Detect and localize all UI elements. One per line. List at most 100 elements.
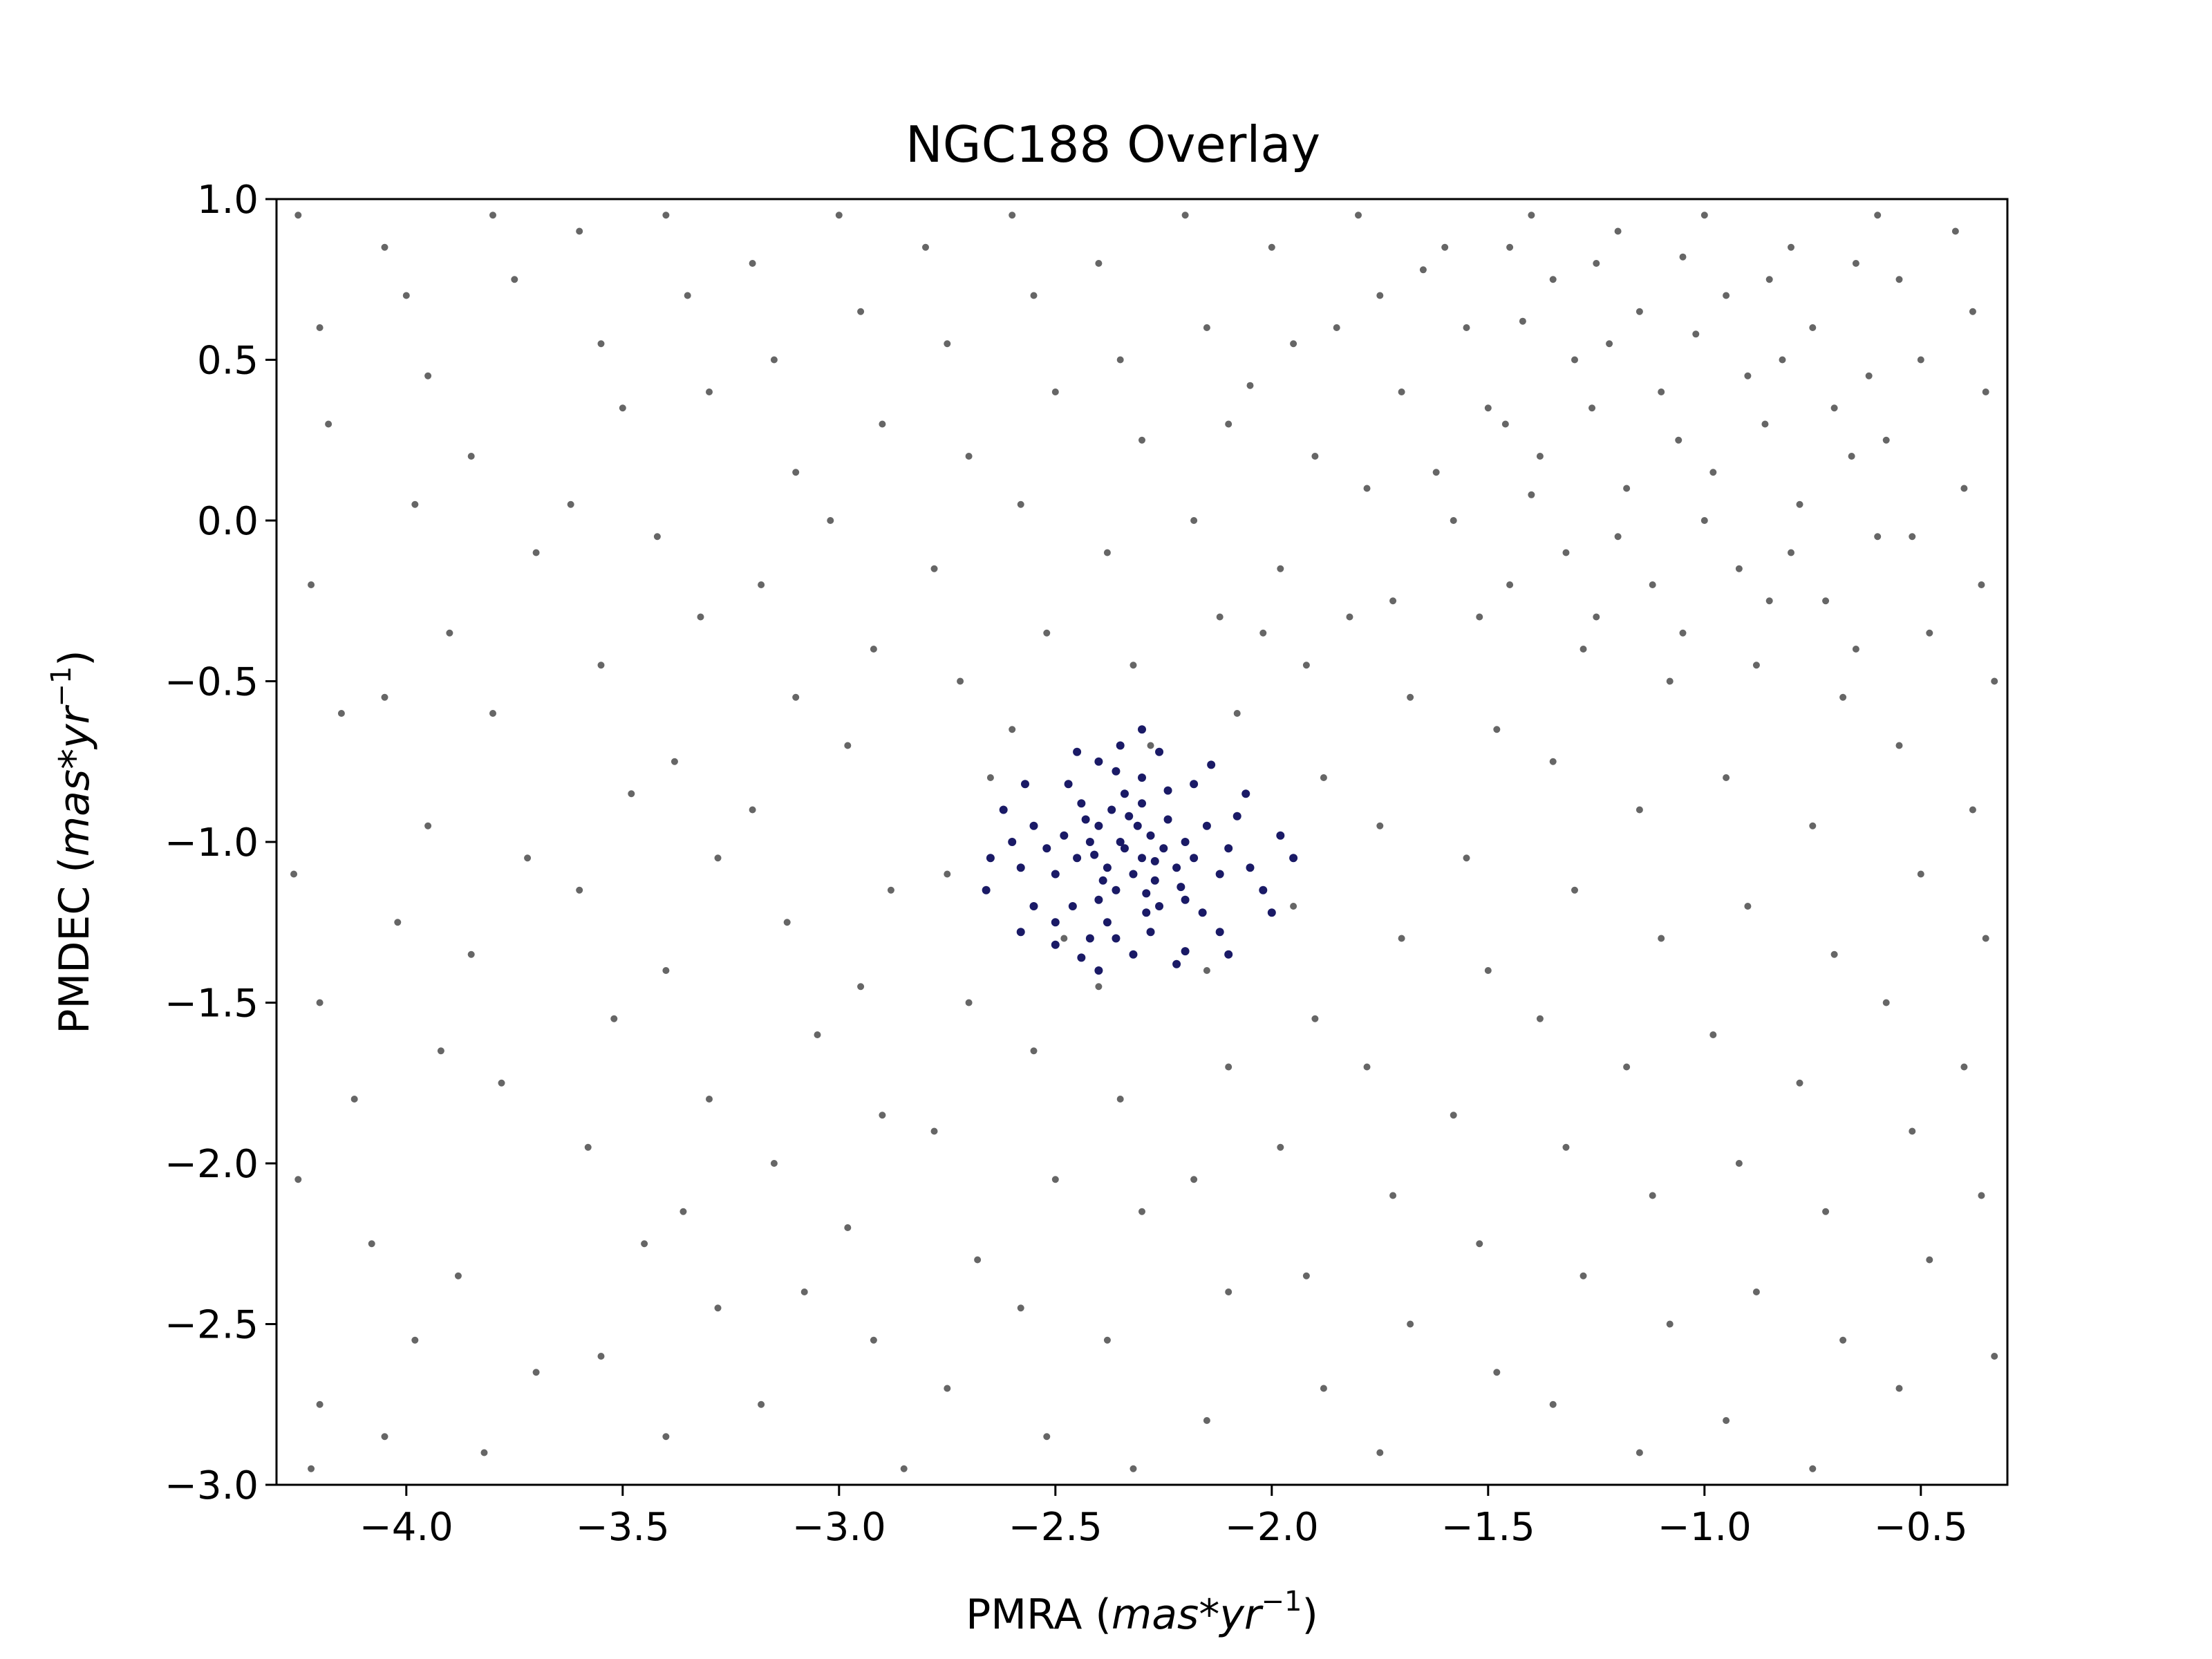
- field-star-point: [1635, 806, 1643, 814]
- cluster-member-points: [982, 725, 1298, 975]
- field-star-point: [576, 886, 583, 894]
- field-star-point: [714, 1304, 722, 1312]
- cluster-member-point: [1077, 799, 1086, 808]
- cluster-member-point: [1051, 870, 1060, 879]
- field-star-point: [1700, 517, 1708, 524]
- field-star-point: [930, 1127, 938, 1135]
- field-star-point: [1030, 1047, 1038, 1055]
- field-star-point: [1658, 388, 1665, 395]
- field-star-points: [290, 212, 1998, 1472]
- field-star-point: [870, 1336, 877, 1344]
- field-star-point: [1484, 404, 1492, 412]
- field-star-point: [1895, 742, 1903, 749]
- field-star-point: [1874, 212, 1882, 219]
- cluster-member-point: [1060, 831, 1069, 840]
- cluster-member-point: [1112, 885, 1121, 894]
- field-star-point: [1779, 356, 1786, 364]
- cluster-member-point: [1094, 966, 1103, 975]
- cluster-member-point: [1202, 821, 1211, 830]
- field-star-point: [1528, 212, 1535, 219]
- field-star-point: [1493, 726, 1501, 733]
- y-tick-label: 0.0: [197, 499, 259, 544]
- field-star-point: [965, 999, 973, 1006]
- field-star-point: [1225, 1288, 1232, 1295]
- field-star-point: [1571, 356, 1578, 364]
- field-star-point: [986, 774, 994, 781]
- field-star-point: [1744, 903, 1752, 910]
- field-star-point: [857, 308, 865, 315]
- field-star-point: [697, 613, 704, 621]
- field-star-point: [1103, 1336, 1111, 1344]
- cluster-member-point: [1232, 812, 1241, 821]
- field-star-point: [1506, 581, 1514, 588]
- field-star-point: [1311, 1015, 1319, 1022]
- field-star-point: [1809, 324, 1817, 331]
- field-star-point: [1103, 549, 1111, 556]
- cluster-member-point: [1181, 838, 1190, 846]
- field-star-point: [1679, 629, 1687, 637]
- field-star-point: [1606, 340, 1613, 348]
- field-star-point: [714, 854, 722, 862]
- cluster-member-point: [1163, 815, 1172, 824]
- field-star-point: [1991, 1353, 1998, 1360]
- field-star-point: [1190, 517, 1198, 524]
- field-star-point: [368, 1240, 375, 1248]
- cluster-member-point: [1112, 767, 1121, 776]
- y-tick-label: −0.5: [165, 660, 259, 705]
- cluster-member-point: [1068, 902, 1077, 910]
- cluster-member-point: [1159, 844, 1168, 853]
- field-star-point: [1376, 292, 1384, 299]
- field-star-point: [325, 420, 332, 428]
- field-star-point: [1692, 330, 1700, 338]
- field-star-point: [900, 1465, 908, 1472]
- cluster-member-point: [1107, 805, 1116, 814]
- field-star-point: [1476, 613, 1483, 621]
- field-star-point: [1095, 983, 1103, 991]
- field-star-point: [1839, 693, 1847, 701]
- field-star-point: [290, 870, 298, 878]
- field-star-point: [1389, 1192, 1397, 1199]
- field-star-point: [1043, 629, 1051, 637]
- y-tick-label: −1.0: [165, 821, 259, 865]
- field-star-point: [381, 693, 388, 701]
- cluster-member-point: [1103, 918, 1112, 927]
- field-star-point: [1407, 693, 1414, 701]
- field-star-point: [1830, 404, 1838, 412]
- field-star-point: [1978, 581, 1985, 588]
- cluster-member-point: [1094, 821, 1103, 830]
- field-star-point: [567, 500, 574, 508]
- cluster-member-point: [1020, 780, 1029, 789]
- field-star-point: [1809, 822, 1817, 830]
- field-star-point: [1441, 243, 1449, 251]
- field-star-point: [706, 1096, 713, 1103]
- field-star-point: [1450, 1112, 1457, 1119]
- field-star-point: [446, 629, 453, 637]
- field-star-point: [1333, 324, 1340, 331]
- cluster-member-point: [1120, 844, 1129, 853]
- field-star-point: [1788, 549, 1794, 556]
- field-star-point: [1723, 292, 1730, 299]
- cluster-member-point: [1177, 883, 1185, 892]
- field-star-point: [879, 1112, 886, 1119]
- field-star-point: [1588, 404, 1596, 412]
- field-star-point: [1744, 372, 1752, 379]
- field-star-point: [1203, 1417, 1210, 1424]
- field-star-point: [679, 1208, 687, 1215]
- field-star-point: [944, 870, 951, 878]
- y-tick-label: 1.0: [197, 178, 259, 223]
- field-star-point: [1735, 1160, 1743, 1167]
- cluster-member-point: [1150, 856, 1159, 865]
- field-star-point: [1788, 243, 1794, 251]
- field-star-point: [1355, 212, 1362, 219]
- field-star-point: [597, 1353, 605, 1360]
- field-star-point: [749, 260, 756, 267]
- field-star-point: [394, 919, 402, 926]
- field-star-point: [576, 227, 583, 235]
- x-tick-label: −1.0: [1658, 1505, 1752, 1550]
- field-star-point: [1060, 935, 1068, 942]
- field-star-point: [1874, 533, 1882, 541]
- cluster-member-point: [1146, 831, 1155, 840]
- field-star-point: [1852, 260, 1859, 267]
- cluster-member-point: [1094, 895, 1103, 904]
- cluster-member-point: [986, 854, 995, 863]
